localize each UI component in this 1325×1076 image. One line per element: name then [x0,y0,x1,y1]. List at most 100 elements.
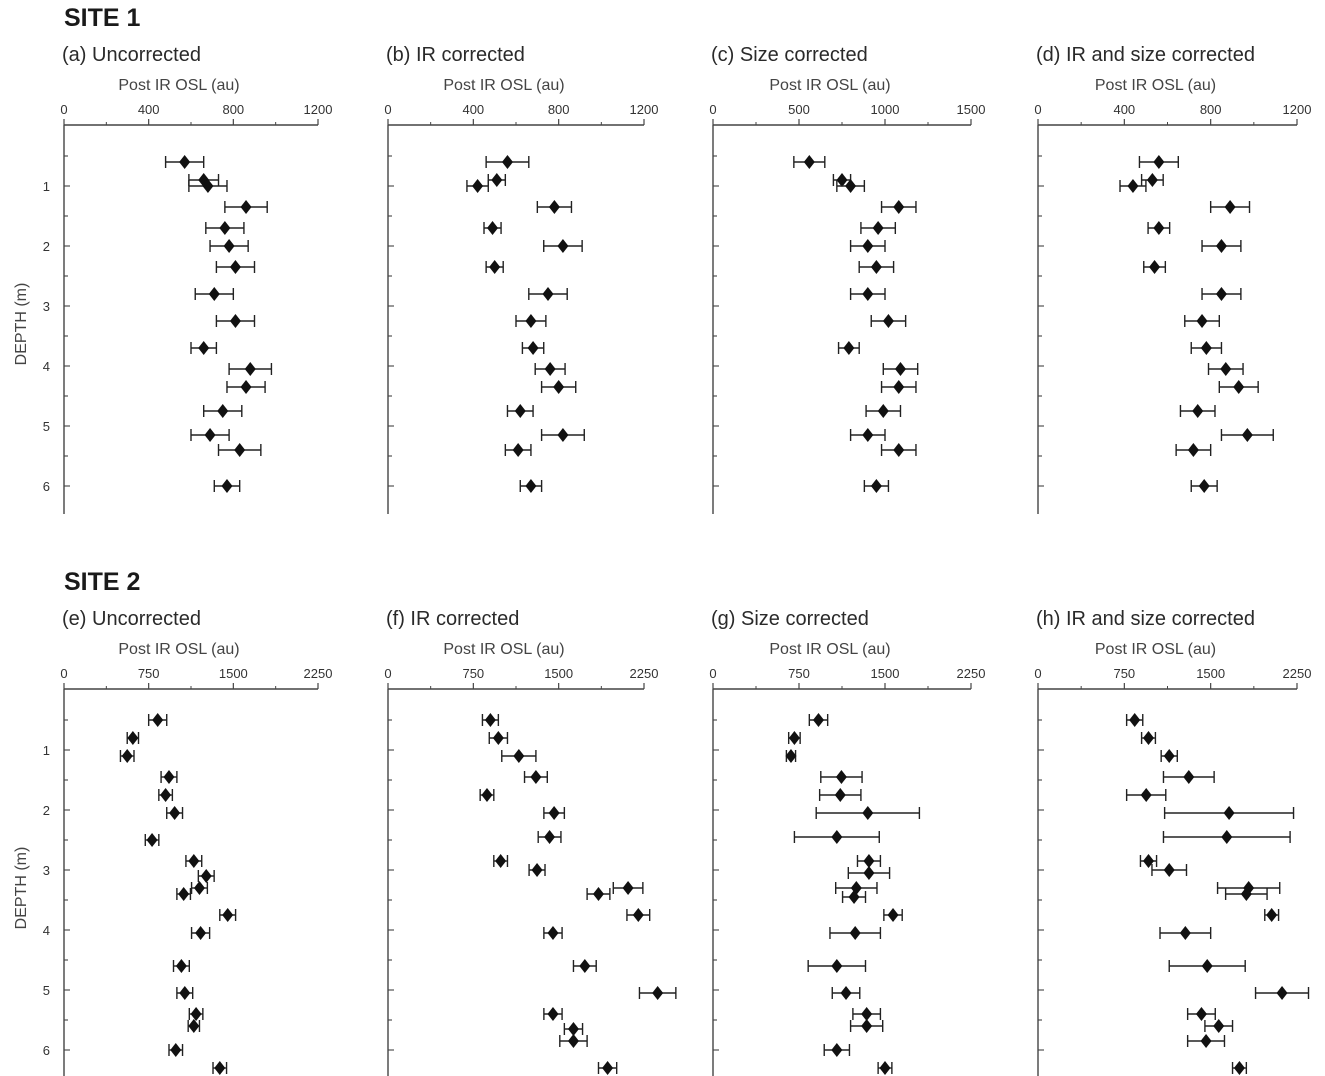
data-point [831,830,843,844]
data-point [146,833,158,847]
data-point [223,239,235,253]
y-tick-label: 2 [43,239,50,254]
x-tick-label: 0 [709,666,716,681]
data-point [557,239,569,253]
data-point [178,887,190,901]
data-point [1149,260,1161,274]
x-tick-label: 2250 [630,666,659,681]
y-tick-label: 5 [43,419,50,434]
data-point [861,1019,873,1033]
data-point [632,908,644,922]
panel-title: (d) IR and size corrected [1036,44,1255,66]
data-point [848,890,860,904]
data-point [862,239,874,253]
data-point [1215,239,1227,253]
data-point [204,428,216,442]
panel-5: (e) Uncorrected Post IR OSL (au) 0 750 1500 2… [13,608,332,1076]
data-point [222,908,234,922]
data-point [244,362,256,376]
data-point [1221,830,1233,844]
panel-6: (f) IR corrected Post IR OSL (au) 0 750 1500… [384,608,677,1076]
data-point [803,155,815,169]
y-axis-label: DEPTH (m) [13,847,30,930]
panel-title: (g) Size corrected [711,608,869,630]
data-point [1241,428,1253,442]
data-point [840,986,852,1000]
data-point [202,179,214,193]
data-point [1223,806,1235,820]
data-point [893,443,905,457]
x-tick-label: 0 [384,666,391,681]
x-tick-label: 750 [138,666,160,681]
data-point [214,1061,226,1075]
data-point [1163,749,1175,763]
data-point [843,341,855,355]
data-point [879,1061,891,1075]
panel-title: (f) IR corrected [386,608,519,630]
x-axis-label: Post IR OSL (au) [1095,641,1216,658]
data-point [1127,179,1139,193]
data-point [513,749,525,763]
x-axis-label: Post IR OSL (au) [443,77,564,94]
x-tick-label: 1500 [544,666,573,681]
panel-title: (c) Size corrected [711,44,868,66]
y-tick-label: 5 [43,983,50,998]
site-2-title: SITE 2 [64,568,141,596]
data-point [863,866,875,880]
data-point [862,806,874,820]
data-point [1163,863,1175,877]
data-point [567,1022,579,1036]
x-tick-label: 750 [1113,666,1135,681]
data-point [221,479,233,493]
data-point [229,260,241,274]
data-point [882,314,894,328]
data-point [831,959,843,973]
data-point [861,1007,873,1021]
data-point [208,287,220,301]
data-point [1200,341,1212,355]
data-point [121,749,133,763]
data-point [567,1034,579,1048]
y-tick-label: 1 [43,179,50,194]
x-axis-label: Post IR OSL (au) [769,641,890,658]
data-point [1200,1034,1212,1048]
x-tick-label: 1500 [219,666,248,681]
data-point [484,713,496,727]
data-point [169,806,181,820]
data-point [548,806,560,820]
data-point [160,788,172,802]
data-point [234,443,246,457]
data-point [652,986,664,1000]
panel-title: (a) Uncorrected [62,44,201,66]
data-point [193,881,205,895]
data-point [1266,908,1278,922]
x-tick-label: 1500 [871,666,900,681]
y-tick-label: 2 [43,803,50,818]
y-tick-label: 6 [43,479,50,494]
data-point [785,749,797,763]
data-point [602,1061,614,1075]
data-point [170,1043,182,1057]
site-1-title: SITE 1 [64,4,141,32]
data-point [788,731,800,745]
data-point [525,479,537,493]
x-tick-label: 0 [60,666,67,681]
data-point [894,362,906,376]
data-point [1196,314,1208,328]
data-point [835,770,847,784]
data-point [175,959,187,973]
y-tick-label: 4 [43,359,50,374]
data-point [831,1043,843,1057]
data-point [188,854,200,868]
x-tick-label: 750 [788,666,810,681]
data-point [893,380,905,394]
data-point [1187,443,1199,457]
data-point [1198,479,1210,493]
x-axis-label: Post IR OSL (au) [769,77,890,94]
data-point [487,221,499,235]
data-point [489,260,501,274]
x-tick-label: 400 [462,102,484,117]
data-point [1201,959,1213,973]
data-point [1143,854,1155,868]
